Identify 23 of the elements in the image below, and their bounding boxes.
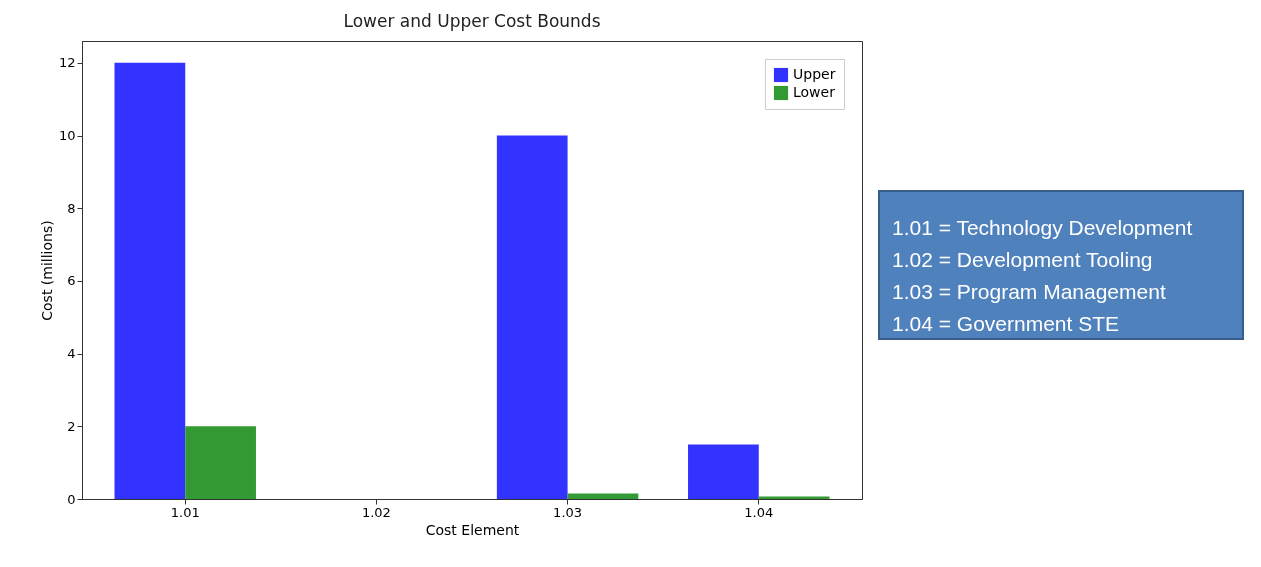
y-axis-title: Cost (millions)	[38, 220, 55, 321]
y-tick-label: 6	[67, 273, 76, 289]
bar	[688, 444, 759, 499]
x-tick-label: 1.04	[744, 504, 774, 520]
y-tick-label: 2	[67, 418, 76, 434]
legend-label: Upper	[793, 66, 836, 82]
x-tick-label: 1.02	[361, 504, 391, 520]
legend-label: Lower	[793, 84, 836, 100]
bar	[758, 496, 830, 499]
x-tick-label: 1.03	[553, 504, 583, 520]
y-tick-label: 4	[67, 346, 76, 362]
y-tick-label: 12	[58, 55, 76, 71]
bar	[185, 426, 256, 499]
x-axis-title: Cost Element	[425, 521, 520, 538]
y-tick-label: 8	[67, 200, 76, 216]
bar	[567, 493, 639, 499]
x-tick-label: 1.01	[170, 504, 200, 520]
note-box: 1.01 = Technology Development 1.02 = Development Tooling 1.03 = Program Management 1.04 = Government STE	[878, 190, 1244, 340]
y-tick-label: 10	[58, 128, 76, 144]
chart-title: Lower and Upper Cost Bounds	[343, 11, 601, 31]
y-tick-label: 0	[67, 491, 76, 507]
bar	[496, 135, 568, 499]
bar	[114, 62, 186, 499]
